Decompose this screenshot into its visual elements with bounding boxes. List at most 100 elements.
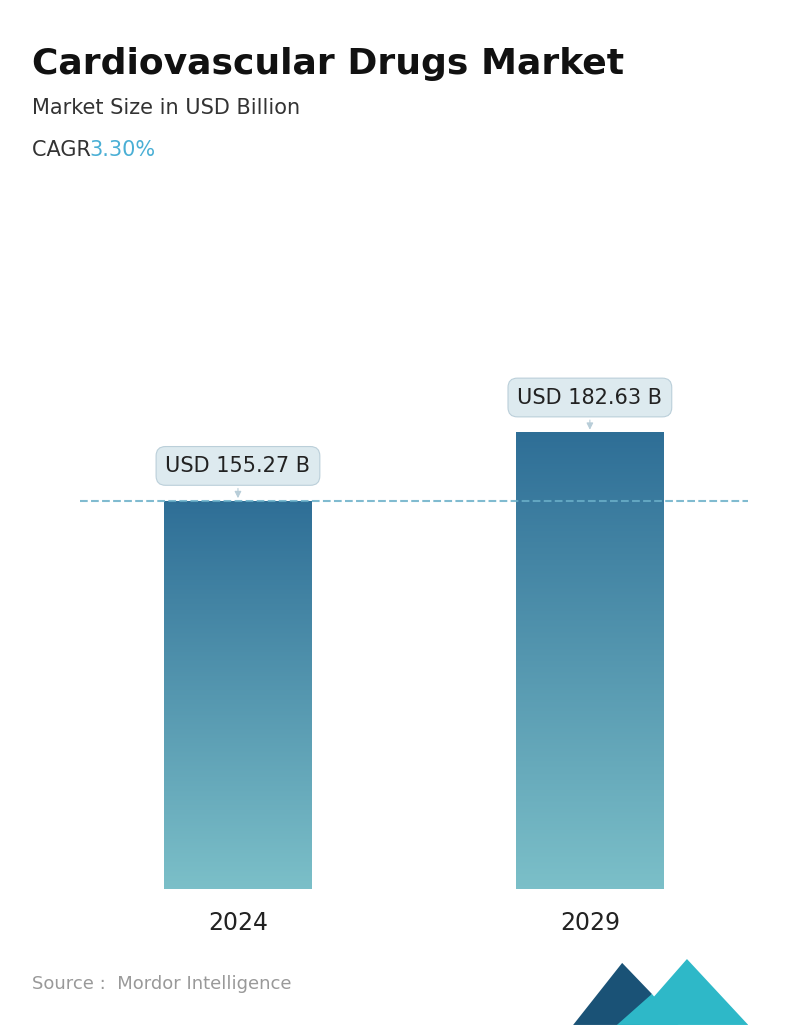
Bar <box>164 616 312 617</box>
Bar <box>164 705 312 706</box>
Bar <box>164 881 312 883</box>
Bar <box>164 798 312 800</box>
Bar <box>516 438 664 440</box>
Bar <box>164 525 312 526</box>
Bar <box>516 521 664 522</box>
Bar <box>516 470 664 473</box>
Bar <box>516 493 664 495</box>
Bar <box>516 477 664 478</box>
Bar <box>516 653 664 655</box>
Bar <box>164 642 312 643</box>
Bar <box>516 743 664 744</box>
Bar <box>516 807 664 809</box>
Bar <box>164 573 312 575</box>
Bar <box>164 621 312 622</box>
Bar <box>164 591 312 592</box>
Bar <box>516 787 664 789</box>
Polygon shape <box>617 994 678 1025</box>
Bar <box>164 526 312 528</box>
Bar <box>164 557 312 559</box>
Bar <box>164 816 312 817</box>
Bar <box>164 762 312 764</box>
Bar <box>164 611 312 612</box>
Bar <box>164 802 312 803</box>
Bar <box>516 440 664 442</box>
Bar <box>516 781 664 783</box>
Bar <box>516 466 664 467</box>
Bar <box>516 847 664 848</box>
Bar <box>164 556 312 558</box>
Bar <box>164 742 312 744</box>
Bar <box>516 703 664 705</box>
Bar <box>164 859 312 860</box>
Bar <box>516 777 664 779</box>
Bar <box>516 705 664 706</box>
Bar <box>164 694 312 695</box>
Bar <box>516 631 664 632</box>
Bar <box>516 586 664 587</box>
Bar <box>164 710 312 712</box>
Bar <box>516 883 664 885</box>
Bar <box>516 641 664 642</box>
Bar <box>516 541 664 542</box>
Bar <box>164 632 312 633</box>
Bar <box>516 554 664 556</box>
Text: USD 155.27 B: USD 155.27 B <box>166 456 310 497</box>
Bar <box>164 549 312 550</box>
Bar <box>164 550 312 551</box>
Bar <box>516 687 664 689</box>
Bar <box>516 526 664 528</box>
Bar <box>516 755 664 757</box>
Bar <box>164 524 312 525</box>
Bar <box>516 632 664 634</box>
Bar <box>516 626 664 628</box>
Bar <box>516 769 664 770</box>
Bar <box>164 863 312 864</box>
Bar <box>164 551 312 553</box>
Bar <box>516 667 664 669</box>
Bar <box>164 719 312 720</box>
Bar <box>164 777 312 778</box>
Bar <box>516 570 664 571</box>
Bar <box>516 810 664 812</box>
Bar <box>164 778 312 780</box>
Bar <box>164 689 312 690</box>
Bar <box>164 505 312 506</box>
Bar <box>164 598 312 600</box>
Bar <box>164 646 312 647</box>
Bar <box>516 757 664 758</box>
Bar <box>164 508 312 509</box>
Text: Cardiovascular Drugs Market: Cardiovascular Drugs Market <box>32 47 624 81</box>
Bar <box>516 738 664 740</box>
Bar <box>516 731 664 732</box>
Bar <box>516 873 664 874</box>
Bar <box>164 758 312 760</box>
Bar <box>164 620 312 621</box>
Bar <box>516 443 664 445</box>
Bar <box>516 825 664 827</box>
Bar <box>516 690 664 692</box>
Bar <box>516 567 664 568</box>
Bar <box>516 886 664 888</box>
Bar <box>516 737 664 738</box>
Bar <box>516 720 664 722</box>
Bar <box>516 639 664 641</box>
Bar <box>164 669 312 670</box>
Bar <box>516 581 664 583</box>
Text: 3.30%: 3.30% <box>89 140 155 159</box>
Bar <box>516 607 664 609</box>
Bar <box>516 818 664 819</box>
Bar <box>516 528 664 530</box>
Bar <box>516 579 664 580</box>
Bar <box>164 848 312 849</box>
Bar <box>516 842 664 844</box>
Bar <box>164 677 312 678</box>
Bar <box>164 657 312 658</box>
Bar <box>164 837 312 838</box>
Bar <box>516 751 664 752</box>
Bar <box>164 763 312 765</box>
Bar <box>516 602 664 603</box>
Bar <box>164 516 312 518</box>
Bar <box>164 755 312 756</box>
Bar <box>164 800 312 801</box>
